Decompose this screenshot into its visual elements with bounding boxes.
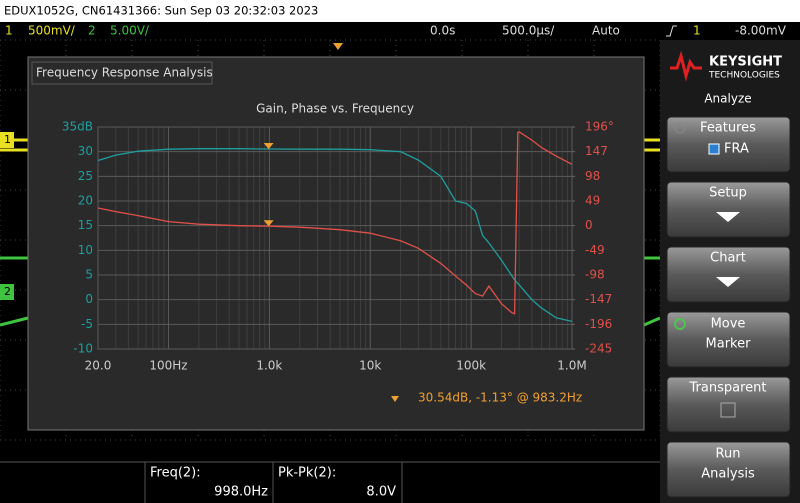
y2-tick-label: 147 [585, 144, 608, 158]
x-tick-label: 1.0M [557, 359, 586, 373]
y-tick-label: 0 [85, 292, 93, 306]
trigger-level: -8.00mV [735, 24, 787, 38]
trigger-mode: Auto [592, 24, 620, 38]
time-ref-marker [333, 43, 343, 50]
y2-tick-label: 49 [585, 194, 600, 208]
title-bar [0, 0, 800, 22]
y2-tick-label: -196 [585, 317, 612, 331]
y-tick-label: 25 [78, 169, 93, 183]
ch2-label: 2 [88, 24, 96, 38]
fra-chart: Gain, Phase vs. Frequency 20.0 100Hz 1.0k 10… [62, 102, 614, 405]
softkey[interactable] [666, 246, 791, 303]
marker [263, 220, 274, 227]
ch2-marker [0, 284, 14, 300]
x-tick-label: 1.0k [256, 359, 282, 373]
softkey-label: Run [716, 447, 741, 462]
x-tick-label: 100Hz [149, 359, 187, 373]
y-tick-label: 5 [85, 268, 93, 282]
y-tick-label: 10 [78, 243, 93, 257]
ch2-trace [0, 256, 661, 327]
softkey-arrow [716, 212, 740, 222]
softkey-icon [674, 122, 686, 134]
meas-label: Freq(2): [150, 466, 201, 481]
ch1-marker [0, 132, 14, 148]
fra-title-box [31, 61, 213, 85]
brand-logo [670, 50, 702, 82]
y-tick-label: 30 [78, 144, 93, 158]
y2-tick-label: -49 [585, 243, 605, 257]
y2-tick-label: 0 [585, 218, 593, 232]
softkey-label: Marker [706, 337, 752, 352]
softkey-option: FRA [724, 142, 749, 157]
softkey-checkbox [720, 402, 736, 418]
y-tick-label: 20 [78, 194, 93, 208]
y-tick-label: 35dB [62, 120, 93, 134]
marker [263, 143, 274, 150]
softkey[interactable] [666, 181, 791, 238]
option-checkbox [708, 143, 720, 155]
softkey-label: Analysis [701, 467, 755, 482]
marker-icon [391, 396, 399, 402]
softkeys: Features FRA Setup Chart Move Marker Transpare… [666, 116, 791, 498]
brand: KEYSIGHT [709, 55, 782, 70]
softkey-label: Features [700, 121, 756, 136]
y-tick-label: -10 [73, 342, 93, 356]
y2-tick-label: -245 [585, 342, 612, 356]
ch2-marker-label: 2 [4, 285, 11, 298]
y2-tick-label: 98 [585, 169, 600, 183]
softkey-label: Move [711, 317, 746, 332]
series-line [97, 131, 573, 315]
softkey[interactable] [666, 311, 791, 368]
ch1-label: 1 [5, 24, 13, 38]
x-tick-label: 10k [359, 359, 381, 373]
ch1-scale: 500mV/ [28, 24, 76, 38]
menu-title: Analyze [704, 92, 751, 106]
chart-title: Gain, Phase vs. Frequency [256, 102, 414, 116]
softkey-label: Setup [709, 186, 747, 201]
softkey[interactable] [666, 116, 791, 173]
y2-tick-label: 196° [585, 120, 614, 134]
softkey[interactable] [666, 441, 791, 498]
plot-area [97, 126, 573, 350]
move-icon [674, 318, 686, 330]
time-scale: 500.0µs/ [502, 24, 555, 38]
marker-readout: 30.54dB, -1.13° @ 983.2Hz [418, 391, 582, 405]
trigger-icon [666, 25, 677, 37]
series-line [97, 148, 573, 323]
trigger-source: 1 [693, 24, 701, 38]
header-title: EDUX1052G, CN61431366: Sun Sep 03 20:32:… [4, 4, 318, 18]
meas-value: 8.0V [366, 485, 396, 500]
y2-tick-label: -98 [585, 268, 605, 282]
softkey[interactable] [666, 376, 791, 433]
brand-sub: TECHNOLOGIES [708, 71, 780, 81]
meas-value: 998.0Hz [214, 485, 268, 500]
meas-label: Pk-Pk(2): [278, 466, 336, 481]
softkey-label: Transparent [689, 381, 767, 396]
softkey-arrow [716, 277, 740, 287]
y-tick-label: -5 [81, 317, 93, 331]
fra-window-title: Frequency Response Analysis [36, 66, 213, 80]
x-tick-label: 100k [456, 359, 486, 373]
x-tick-label: 20.0 [85, 359, 112, 373]
softkey-label: Chart [710, 251, 746, 266]
ch2-scale: 5.00V/ [110, 24, 150, 38]
y-tick-label: 15 [78, 218, 93, 232]
time-offset: 0.0s [430, 24, 455, 38]
ch1-marker-label: 1 [4, 133, 11, 146]
y2-tick-label: -147 [585, 292, 612, 306]
measurements: Freq(2): 998.0Hz Pk-Pk(2): 8.0V [0, 461, 660, 503]
